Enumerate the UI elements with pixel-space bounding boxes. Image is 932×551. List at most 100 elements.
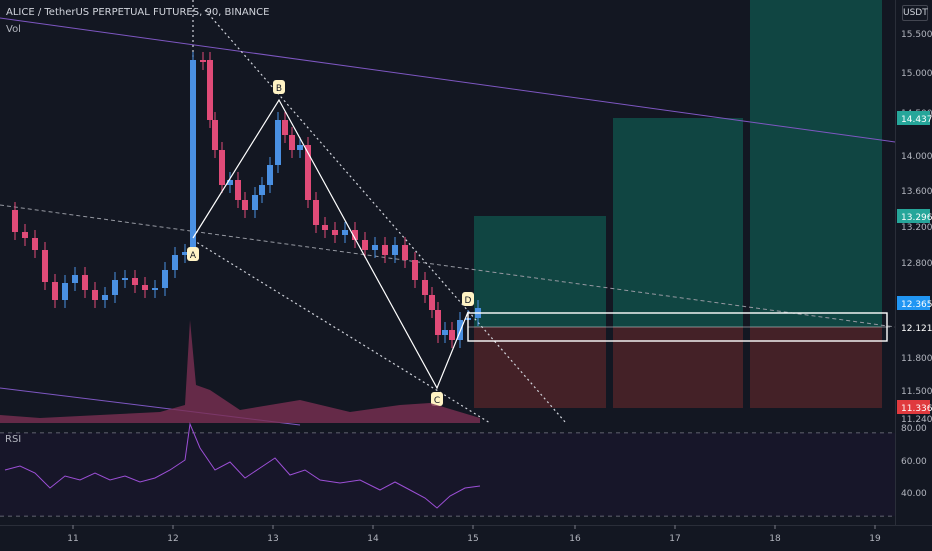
candle-body <box>132 278 138 285</box>
pattern-point-label: C <box>434 396 440 406</box>
pattern-point-badge <box>187 247 199 261</box>
price-tick: 13.600 <box>901 187 932 197</box>
rsi-tick: 80.00 <box>901 424 927 434</box>
time-tick: 19 <box>869 534 881 544</box>
pattern-point-badge <box>462 292 474 306</box>
candle-body <box>22 232 28 238</box>
rsi-indicator-label[interactable]: RSI <box>5 434 22 445</box>
price-tag <box>897 400 930 414</box>
candle-body <box>305 145 311 200</box>
candle-body <box>212 120 218 150</box>
candle-body <box>190 60 196 252</box>
pattern-point-label: D <box>465 296 472 306</box>
candle-body <box>449 330 455 340</box>
price-tick: 15.500 <box>901 30 932 40</box>
candle-body <box>62 283 68 300</box>
candle-body <box>322 225 328 230</box>
candle-body <box>442 330 448 335</box>
candle-body <box>52 282 58 300</box>
price-tick: 15.000 <box>901 69 932 79</box>
profit-zone <box>613 118 743 327</box>
candle-body <box>72 275 78 283</box>
time-tick: 17 <box>669 534 680 544</box>
pattern-point-label: B <box>276 84 282 94</box>
price-tick: 14.000 <box>901 152 932 162</box>
price-tag-label: 14.437 <box>901 115 932 125</box>
price-tick: 12.800 <box>901 259 932 269</box>
time-tick: 16 <box>569 534 581 544</box>
candle-body <box>227 180 233 185</box>
candle-body <box>122 278 128 280</box>
rsi-tick: 40.00 <box>901 489 927 499</box>
price-tag <box>897 296 930 310</box>
candle-body <box>392 245 398 255</box>
candle-body <box>422 280 428 295</box>
time-tick: 12 <box>167 534 178 544</box>
candle-body <box>297 145 303 150</box>
price-tick: 11.500 <box>901 387 932 397</box>
volume-indicator-label[interactable]: Vol <box>6 24 21 35</box>
pattern-point-label: A <box>190 251 197 261</box>
price-tick: 11.240 <box>901 415 932 425</box>
time-tick: 11 <box>67 534 78 544</box>
time-axis[interactable] <box>0 525 932 551</box>
candle-body <box>172 255 178 270</box>
candle-body <box>42 250 48 282</box>
time-tick: 15 <box>467 534 478 544</box>
volume-area <box>0 320 480 423</box>
symbol-title[interactable]: ALICE / TetherUS PERPETUAL FUTURES, 90, … <box>6 7 270 18</box>
price-tag-label: 12.121 <box>901 324 932 334</box>
price-tick: 13.200 <box>901 223 932 233</box>
candle-body <box>259 185 265 195</box>
candle-body <box>267 165 273 185</box>
candle-body <box>362 240 368 250</box>
price-tag-label: 11.336 <box>901 404 932 414</box>
time-tick: 13 <box>267 534 278 544</box>
candle-body <box>235 180 241 200</box>
candle-body <box>252 195 258 210</box>
candle-body <box>207 60 213 120</box>
trendline-upper <box>0 17 896 143</box>
candle-body <box>182 252 188 255</box>
rsi-line <box>4 422 481 509</box>
candle-body <box>152 288 158 290</box>
price-tag <box>897 111 930 125</box>
candle-body <box>289 135 295 150</box>
harmonic-pattern <box>192 98 469 390</box>
rsi-band-fill <box>0 433 895 516</box>
candle-body <box>412 260 418 280</box>
time-tick: 18 <box>769 534 781 544</box>
dotted-channel-upper <box>204 9 567 424</box>
candle-body <box>382 245 388 255</box>
candle-body <box>219 150 225 185</box>
candle-body <box>352 230 358 240</box>
candle-body <box>313 200 319 225</box>
dashed-trendline <box>0 204 896 328</box>
candle-body <box>92 290 98 300</box>
candle-body <box>332 230 338 235</box>
candle-body <box>200 60 206 62</box>
candle-body <box>457 320 463 340</box>
candles <box>12 52 481 348</box>
pattern-point-badge <box>431 392 443 406</box>
currency-badge[interactable]: USDT <box>902 5 928 21</box>
candle-body <box>402 245 408 260</box>
candle-body <box>435 310 441 335</box>
candle-body <box>82 275 88 290</box>
candle-body <box>102 295 108 300</box>
price-tag <box>897 320 930 334</box>
price-tick: 11.800 <box>901 354 932 364</box>
price-tag-label: 12.365 <box>901 300 932 310</box>
profit-zone <box>750 0 882 327</box>
candle-body <box>12 210 18 232</box>
profit-zone <box>474 216 606 327</box>
candle-body <box>275 120 281 165</box>
candle-body <box>162 270 168 288</box>
candle-body <box>112 280 118 295</box>
rsi-tick: 60.00 <box>901 457 927 467</box>
price-tag <box>897 209 930 223</box>
candle-body <box>282 120 288 135</box>
price-axis[interactable] <box>895 0 932 550</box>
